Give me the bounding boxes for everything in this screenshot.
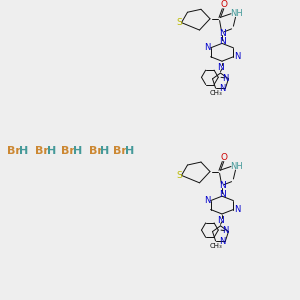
Text: N: N — [222, 226, 229, 236]
Text: N: N — [219, 38, 225, 46]
Text: N: N — [219, 28, 225, 38]
Text: Br: Br — [61, 146, 75, 156]
Text: N: N — [217, 216, 224, 225]
Text: CH₃: CH₃ — [210, 243, 223, 249]
Text: N: N — [219, 190, 225, 199]
Text: S: S — [176, 171, 182, 180]
Text: O: O — [221, 153, 228, 162]
Text: CH₃: CH₃ — [210, 90, 223, 96]
Text: O: O — [221, 0, 228, 9]
Text: N: N — [204, 196, 210, 205]
Text: N: N — [217, 63, 224, 72]
Text: H: H — [46, 146, 56, 156]
Text: Br: Br — [88, 146, 102, 156]
Text: N: N — [219, 237, 226, 246]
Text: N: N — [219, 181, 225, 190]
Text: Br: Br — [112, 146, 126, 156]
Text: S: S — [176, 18, 182, 27]
Text: NH: NH — [231, 9, 243, 18]
Text: Br: Br — [34, 146, 48, 156]
Text: N: N — [204, 43, 210, 52]
Text: H: H — [20, 146, 29, 156]
Text: N: N — [222, 74, 229, 83]
Text: H: H — [124, 146, 134, 156]
Text: N: N — [234, 52, 240, 61]
Text: Br: Br — [8, 146, 21, 156]
Text: H: H — [100, 146, 110, 156]
Text: N: N — [234, 205, 240, 214]
Text: N: N — [219, 84, 226, 93]
Text: NH: NH — [231, 162, 243, 171]
Text: H: H — [74, 146, 83, 156]
